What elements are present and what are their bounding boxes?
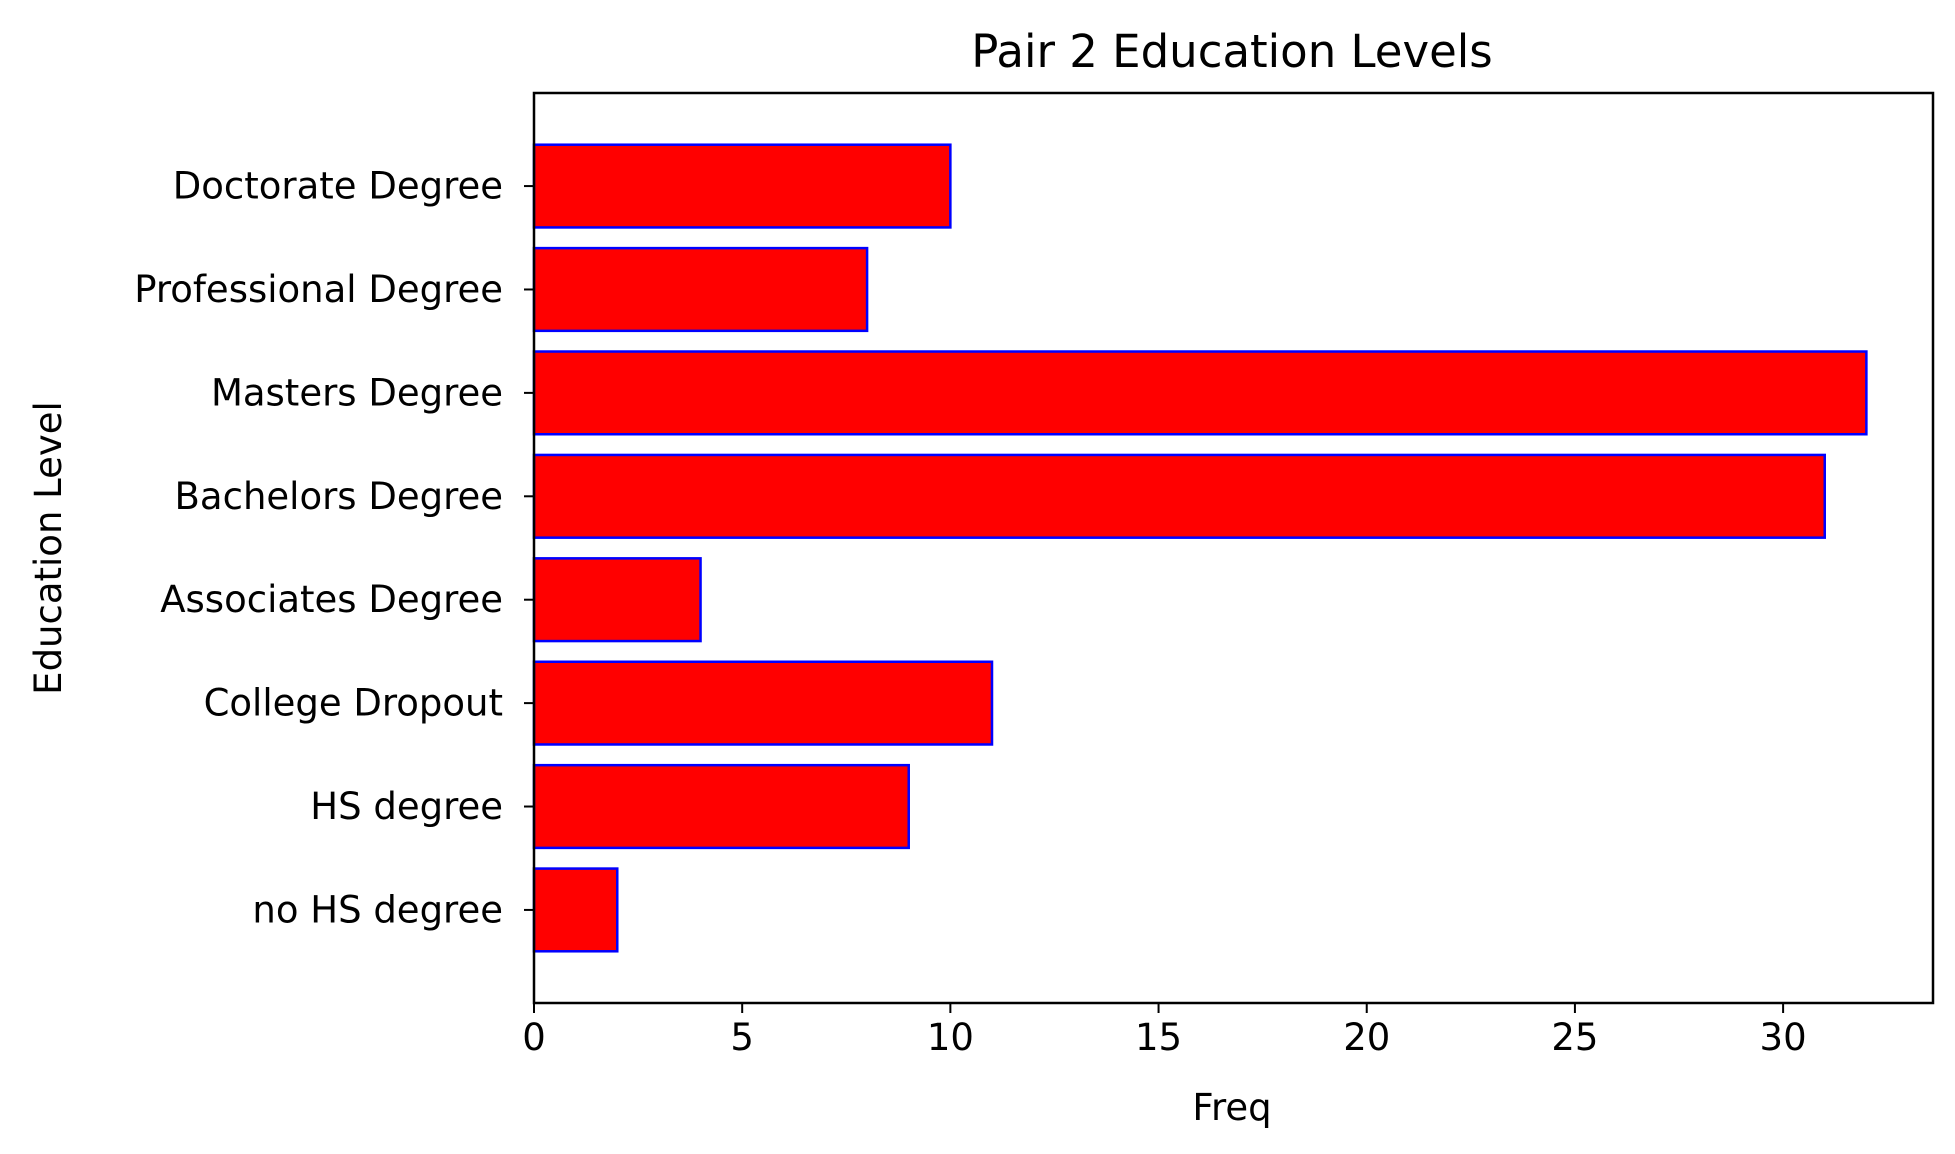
y-tick-label: Masters Degree [211,371,503,414]
x-tick-label: 5 [730,1016,754,1059]
bar-bachelors-degree [532,453,1826,539]
bar-no-hs-degree [532,867,619,953]
x-tick-label: 30 [1760,1016,1807,1059]
chart-title: Pair 2 Education Levels [971,25,1493,78]
x-axis-label: Freq [1192,1086,1271,1129]
bar-associates-degree [532,557,702,643]
y-tick-label: Doctorate Degree [173,165,503,208]
x-tick-label: 20 [1343,1016,1390,1059]
y-tick-label: HS degree [310,785,503,828]
x-tick-label: 15 [1135,1016,1182,1059]
x-tick-label: 25 [1551,1016,1598,1059]
bars-group [532,143,1868,953]
bar-college-dropout [532,660,994,746]
y-tick-label: no HS degree [252,888,503,931]
bar-hs-degree [532,763,910,850]
y-tick-label: Professional Degree [134,268,503,311]
y-ticks-group: no HS degree HS degree College Dropout Asso… [134,165,534,931]
y-tick-label: College Dropout [204,682,503,725]
x-tick-label: 10 [927,1016,974,1059]
x-ticks-group: 0 5 10 15 20 25 30 [522,1003,1807,1059]
y-tick-label: Bachelors Degree [175,475,503,518]
x-tick-label: 0 [522,1016,546,1059]
bar-professional-degree [532,246,869,333]
bar-doctorate-degree [532,143,952,229]
y-axis-label: Education Level [27,401,70,695]
bar-masters-degree [532,350,1868,436]
y-tick-label: Associates Degree [160,578,503,621]
plot-frame [532,91,1935,1005]
